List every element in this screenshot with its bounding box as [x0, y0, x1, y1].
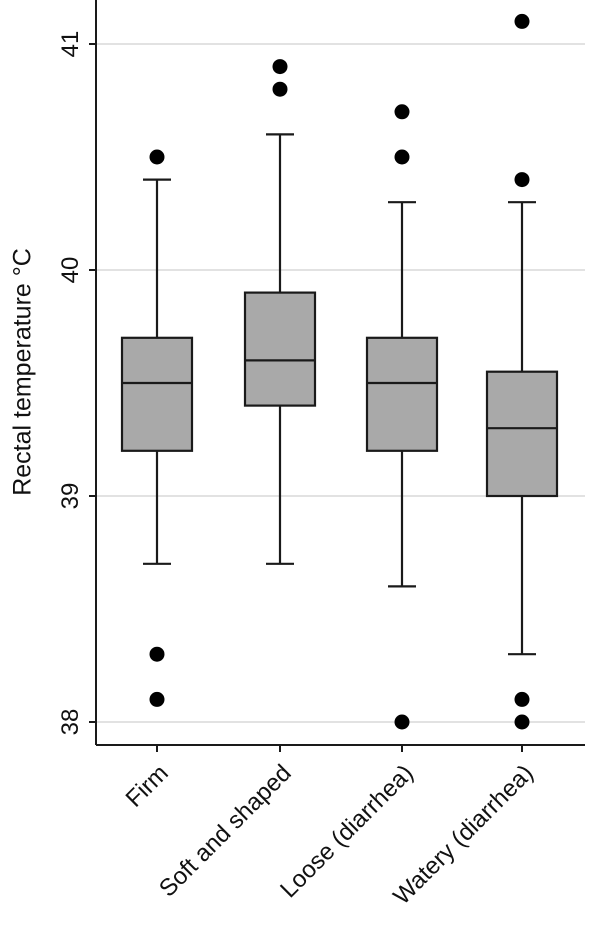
outlier-point: [394, 104, 410, 120]
outlier-point: [272, 81, 288, 97]
box-group: [120, 149, 194, 707]
y-tick-label: 39: [57, 483, 84, 510]
iqr-box: [120, 336, 194, 452]
outlier-point: [394, 714, 410, 730]
y-tick-label: 41: [57, 31, 84, 58]
y-tick-label: 40: [57, 257, 84, 284]
iqr-box: [365, 336, 439, 452]
y-tick-label: 38: [57, 709, 84, 736]
outlier-point: [149, 646, 165, 662]
outlier-point: [394, 149, 410, 165]
box-group: [485, 13, 559, 730]
outlier-point: [149, 691, 165, 707]
y-axis-title: Rectal temperature °C: [9, 248, 37, 496]
outlier-point: [514, 172, 530, 188]
iqr-box: [485, 370, 559, 498]
x-tick-label: Soft and shaped: [154, 760, 297, 903]
outlier-point: [514, 691, 530, 707]
box-group: [365, 104, 439, 730]
iqr-box: [243, 291, 317, 407]
y-ticks: 38 39 40 41: [57, 31, 96, 736]
x-tick-label: Firm: [121, 760, 174, 813]
outlier-point: [514, 13, 530, 29]
box-group: [243, 59, 317, 565]
outlier-point: [514, 714, 530, 730]
outlier-point: [272, 59, 288, 75]
boxes: [120, 13, 559, 730]
outlier-point: [149, 149, 165, 165]
axes: [95, 0, 585, 746]
